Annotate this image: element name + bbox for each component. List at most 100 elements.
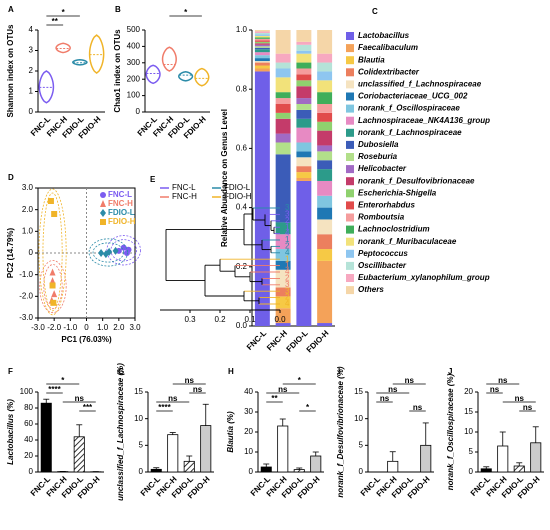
bar: [387, 460, 399, 473]
y-tick-label: 0: [139, 467, 144, 476]
y-tick-label: 1: [29, 87, 34, 96]
leaf-label: 3: [285, 210, 290, 219]
leaf-label: 4: [285, 267, 290, 276]
legend-swatch: [346, 249, 354, 258]
x-tick-label: FDIO-H: [305, 328, 331, 354]
bar-segment: [275, 30, 291, 54]
y-axis-title: norank_f_Oscillospiraceae (%): [446, 373, 455, 490]
x-tick-label: 1.0: [97, 323, 109, 332]
violin: [178, 71, 194, 82]
legend-swatch: [346, 225, 354, 234]
significance-label: ns: [490, 385, 500, 394]
bar-segment: [275, 98, 291, 104]
bar: [530, 442, 542, 473]
x-tick-label: 0.2: [214, 315, 226, 324]
bar-segment: [296, 104, 312, 110]
bar-segment: [254, 38, 270, 41]
legend-label: norank_f_Desulfovibrionaceae: [358, 176, 475, 185]
legend-label: Dubosiella: [358, 140, 399, 149]
bar-segment: [254, 46, 270, 48]
y-tick-label: 10: [354, 414, 363, 423]
point: [49, 282, 56, 289]
point: [51, 211, 58, 217]
violin: [88, 34, 105, 75]
bar-segment: [254, 47, 270, 50]
leaf-label: 1: [285, 254, 290, 263]
point: [102, 250, 109, 259]
bar-segment: [254, 62, 270, 66]
legend-swatch: [346, 32, 354, 40]
legend-label: Coriobacteriaceae_UCG_002: [358, 92, 468, 101]
bar: [420, 444, 432, 473]
bar-segment: [275, 287, 291, 297]
y-tick-label: 15: [464, 407, 473, 416]
bar-segment: [317, 234, 333, 250]
legend-marker: [100, 219, 106, 225]
bar-segment: [275, 68, 291, 78]
bar-segment: [296, 151, 312, 158]
legend-label: Colidextribacter: [358, 67, 420, 76]
bar: [73, 436, 85, 473]
y-tick-label: 0: [29, 107, 34, 116]
legend-swatch: [346, 68, 354, 77]
y-axis-title: PC2 (14.79%): [6, 228, 15, 279]
bar-segment: [254, 40, 270, 42]
legend-label: Faecalibaculum: [358, 43, 418, 52]
y-tick-label: -2.0: [19, 291, 33, 300]
y-tick-label: 15: [354, 387, 363, 396]
significance-label: ns: [498, 376, 508, 385]
panel-letter: I: [338, 367, 340, 376]
bar-segment: [296, 30, 312, 42]
bar: [513, 465, 525, 473]
bar: [167, 434, 179, 473]
bar-segment: [296, 157, 312, 167]
y-tick-label: 10: [134, 414, 143, 423]
x-tick-label: 2.0: [113, 323, 125, 332]
significance-label: ns: [185, 376, 195, 385]
legend-swatch: [346, 274, 354, 282]
x-tick-label: -3.0: [31, 323, 45, 332]
y-tick-label: 300: [127, 58, 141, 67]
bar: [480, 468, 492, 473]
bar: [260, 466, 272, 473]
x-tick-label: 0.3: [184, 315, 196, 324]
significance-label: *: [61, 376, 65, 385]
y-tick-label: 40: [244, 387, 253, 396]
bar-segment: [254, 68, 270, 72]
violin: [72, 58, 88, 66]
y-tick-label: 3: [29, 46, 34, 55]
bar-segment: [275, 234, 291, 250]
bar-segment: [296, 41, 312, 45]
y-tick-label: 0: [249, 467, 254, 476]
bar: [200, 425, 212, 473]
legend-label: norank_f_Oscillospiraceae: [358, 104, 460, 113]
bar-segment: [254, 41, 270, 44]
bar-segment: [296, 142, 312, 152]
bar-segment: [275, 222, 291, 235]
bar-segment: [254, 52, 270, 56]
y-tick-label: 2: [29, 66, 34, 75]
bar: [310, 455, 322, 473]
panel-letter: B: [115, 5, 121, 14]
point: [112, 246, 119, 255]
y-tick-label: -1.0: [19, 270, 33, 279]
y-tick-label: 200: [127, 74, 141, 83]
significance-label: ns: [388, 385, 398, 394]
bar-segment: [254, 71, 270, 326]
legend-swatch: [346, 237, 354, 246]
leaf-label: 4: [285, 299, 290, 308]
legend-label: norank_f_Lachnospiraceae: [358, 128, 462, 137]
significance-label: *: [298, 376, 302, 385]
bar-segment: [296, 118, 312, 128]
legend-label: Escherichia-Shigella: [358, 188, 437, 197]
y-tick-label: 0.4: [236, 203, 248, 212]
leaf-label: 4: [285, 229, 290, 238]
y-tick-label: 4: [29, 25, 34, 34]
legend-label: FDIO-L: [224, 183, 251, 192]
significance-label: ns: [278, 385, 288, 394]
legend-swatch: [346, 189, 354, 198]
significance-label: *: [62, 8, 66, 17]
bar-segment: [254, 30, 270, 32]
y-tick-label: 0: [359, 467, 364, 476]
point: [49, 277, 56, 285]
